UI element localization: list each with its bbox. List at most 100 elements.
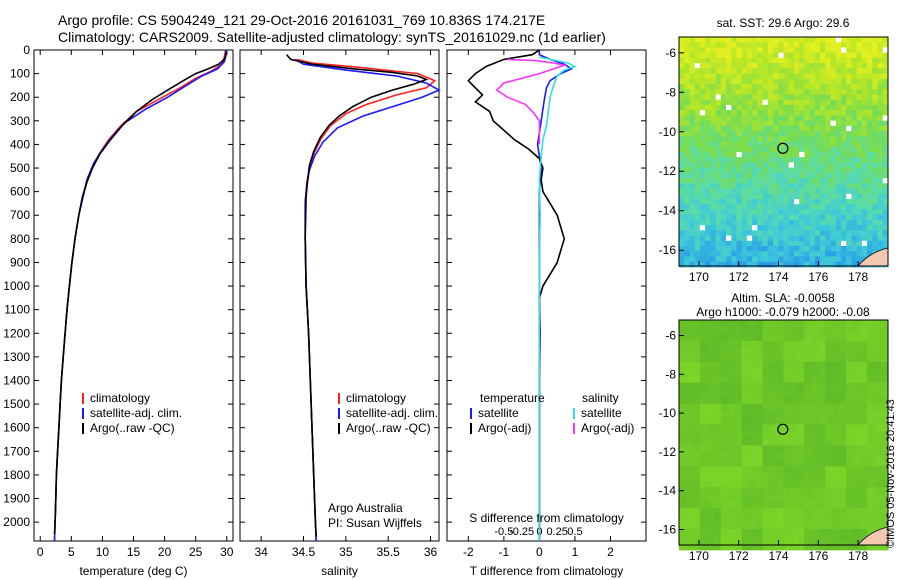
sst-map-cell (872, 204, 878, 210)
sst-map-cell (715, 225, 722, 231)
sst-map-cell (814, 172, 821, 179)
sla-map-cell (839, 438, 847, 446)
sst-map-cell (705, 104, 711, 111)
sla-map-cell (741, 410, 750, 419)
sst-map-cell (804, 99, 811, 106)
sst-map-cell (773, 42, 779, 48)
sla-map-cell (825, 501, 833, 509)
sla-map-cell (839, 320, 847, 328)
sla-map-cell (762, 396, 771, 405)
sst-map-cell (679, 183, 685, 189)
sla-map-cell (825, 396, 833, 405)
sst-map-cell (788, 99, 795, 106)
sst-map-cell (788, 261, 795, 268)
sst-map-cell (746, 37, 753, 43)
sla-map-cell (818, 459, 826, 467)
sst-map-cell (783, 115, 790, 122)
sst-map-cell (736, 52, 743, 59)
sst-map-cell (851, 178, 858, 184)
sla-map-cell (832, 452, 840, 460)
sst-map-cell (799, 57, 805, 64)
sst-map-cell (856, 136, 863, 142)
sla-map-cell (762, 361, 771, 370)
sst-map-cell (783, 131, 790, 137)
sst-map-cell (736, 136, 743, 142)
sla-map-cell (839, 522, 847, 530)
sst-map-cell (736, 89, 743, 95)
sla-map-cell (755, 375, 764, 384)
sla-map-cell (874, 410, 882, 419)
sst-map-cell (882, 141, 889, 148)
sst-map-cell (882, 230, 889, 236)
sst-map-cell (710, 42, 717, 48)
sla-map-cell (769, 494, 778, 502)
sla-argo-marker (777, 423, 789, 435)
sst-map-cell (788, 167, 795, 174)
sst-map-cell (757, 110, 764, 116)
sst-map-cell (825, 84, 831, 90)
sst-map-cell (773, 261, 779, 268)
sst-map-cell (736, 57, 743, 64)
sst-map-cell (867, 225, 873, 231)
sla-map-cell (867, 375, 875, 384)
sst-map-cell (720, 246, 727, 252)
sla-map-cell (762, 515, 771, 523)
sst-map-cell (731, 141, 737, 148)
sst-map-cell (820, 73, 826, 80)
sst-map-cell (746, 256, 753, 263)
sst-map-cell (835, 199, 842, 205)
sla-map-cell (692, 333, 701, 342)
sst-map-cell (684, 219, 690, 226)
sst-map-cell (846, 193, 852, 200)
sla-map-cell (734, 403, 743, 412)
sla-map-cell (839, 396, 847, 405)
sla-map-cell (734, 501, 743, 509)
sla-map-cell (797, 494, 805, 502)
sla-map-cell (846, 536, 854, 544)
sst-map-cell (679, 178, 685, 184)
sst-map-cell (804, 183, 811, 189)
sst-map-cell (741, 78, 748, 85)
sal-xtick-label: 35 (339, 545, 353, 559)
sst-map-cell (762, 94, 769, 101)
sla-map-cell (686, 375, 694, 384)
sst-map-cell (856, 167, 863, 174)
sla-map-cell (713, 424, 722, 432)
sst-map-cell (788, 214, 795, 221)
sst-map-cell (809, 146, 816, 153)
sst-map-cell (830, 261, 837, 268)
sst-map-cell (752, 214, 758, 221)
sst-map-cell (720, 230, 727, 236)
sla-map-cell (776, 347, 784, 356)
sla-map-cell (825, 347, 833, 356)
sla-map-cell (720, 480, 729, 488)
sla-map-cell (727, 459, 736, 467)
sst-map-cell (710, 120, 717, 127)
sst-map-cell (882, 47, 889, 54)
sst-map-cell (846, 73, 852, 80)
sst-map-cell (699, 37, 706, 43)
sla-map-cell (727, 522, 736, 530)
sla-map-cell (839, 410, 847, 419)
sst-map-cell (715, 172, 722, 179)
sla-map-cell (811, 459, 819, 467)
sst-map-cell (877, 225, 884, 231)
sst-map-cell (820, 188, 826, 195)
sst-map-cell (814, 199, 821, 205)
sst-map-cell (830, 84, 837, 90)
sst-map-cell (762, 209, 769, 216)
sst-map-cell (757, 188, 764, 195)
sla-map-cell (804, 459, 812, 467)
sla-map-cell (762, 389, 771, 398)
sst-map-cell (882, 42, 889, 48)
sst-map-cell (689, 52, 696, 59)
sst-map-cell (741, 37, 748, 43)
sst-map-cell (773, 37, 779, 43)
sst-map-cell (856, 172, 863, 179)
sst-map-cell (856, 99, 863, 106)
sla-map-cell (734, 368, 743, 377)
sst-map-cell (846, 146, 852, 153)
sla-map-cell (874, 438, 882, 446)
sst-map-cell (841, 104, 847, 111)
sst-map-cell (731, 89, 737, 95)
